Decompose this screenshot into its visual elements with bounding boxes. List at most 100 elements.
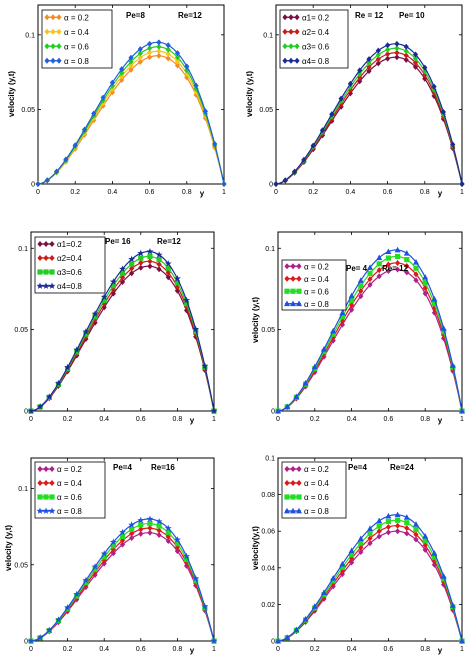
parameter-annotation: Re= 12 xyxy=(382,264,409,273)
data-point xyxy=(412,63,419,70)
data-point xyxy=(128,58,134,65)
data-point xyxy=(431,550,438,556)
data-point xyxy=(395,517,401,523)
data-point xyxy=(330,578,336,584)
data-point xyxy=(376,267,382,274)
data-point xyxy=(412,55,419,62)
data-point xyxy=(273,181,279,187)
data-point xyxy=(403,43,409,50)
data-point xyxy=(100,94,106,101)
x-tick-label: 0.2 xyxy=(70,189,80,196)
data-point xyxy=(339,560,346,567)
data-point xyxy=(137,54,143,61)
data-point xyxy=(91,310,99,317)
data-point xyxy=(347,83,353,90)
data-point xyxy=(385,267,391,274)
parameter-annotation: Pe=4 xyxy=(348,463,367,472)
data-point xyxy=(137,516,145,524)
data-point xyxy=(385,529,391,536)
data-point xyxy=(385,46,391,53)
legend-marker xyxy=(284,300,290,307)
data-point xyxy=(422,538,428,544)
data-point xyxy=(101,554,107,560)
data-point xyxy=(349,302,355,309)
data-point xyxy=(319,127,326,134)
data-point xyxy=(338,95,344,102)
data-point xyxy=(165,51,171,58)
legend-marker xyxy=(296,480,302,486)
data-point xyxy=(431,89,437,96)
x-tick-label: 1 xyxy=(212,646,216,653)
series-4 xyxy=(275,511,465,644)
data-point xyxy=(422,64,428,71)
x-axis-label: y xyxy=(190,646,195,655)
legend-marker xyxy=(37,494,43,500)
data-point xyxy=(404,257,410,263)
data-point xyxy=(404,525,410,532)
data-point xyxy=(413,521,419,527)
data-point xyxy=(422,75,428,82)
data-point xyxy=(137,50,143,57)
x-tick-label: 0 xyxy=(274,189,278,196)
legend-marker xyxy=(37,480,43,486)
legend-label: α = 0.8 xyxy=(64,57,89,66)
legend-label: α = 0.2 xyxy=(57,465,82,474)
data-point xyxy=(202,108,208,115)
data-point xyxy=(349,555,355,562)
legend-marker xyxy=(290,288,296,294)
data-point xyxy=(441,332,447,339)
data-point xyxy=(100,293,108,300)
legend-marker xyxy=(282,14,288,21)
data-point xyxy=(165,529,171,536)
legend-label: α = 0.6 xyxy=(64,42,89,51)
data-point xyxy=(91,110,97,117)
legend-marker xyxy=(284,480,290,486)
y-tick-label: 0.05 xyxy=(14,327,28,334)
data-point xyxy=(330,337,336,344)
legend-marker xyxy=(288,28,294,35)
data-point xyxy=(138,255,144,261)
x-tick-label: 0.4 xyxy=(346,189,356,196)
data-point xyxy=(82,576,90,584)
data-point xyxy=(165,46,171,53)
data-point xyxy=(449,602,456,608)
data-point xyxy=(367,270,373,276)
x-tick-label: 1 xyxy=(460,416,464,423)
data-point xyxy=(349,306,355,313)
legend-marker xyxy=(48,282,56,289)
data-point xyxy=(165,265,171,271)
legend-marker xyxy=(44,14,50,21)
legend-marker xyxy=(282,28,288,35)
data-point xyxy=(73,590,81,598)
legend-marker xyxy=(36,507,44,514)
data-point xyxy=(385,512,392,519)
data-point xyxy=(367,264,373,270)
legend-marker xyxy=(296,466,302,472)
data-point xyxy=(413,526,419,533)
data-point xyxy=(119,541,126,548)
data-point xyxy=(413,271,419,278)
legend-marker xyxy=(56,14,62,21)
data-point xyxy=(36,403,44,410)
data-point xyxy=(138,264,144,271)
x-tick-label: 0 xyxy=(276,416,280,423)
data-point xyxy=(293,626,300,633)
x-tick-label: 0.6 xyxy=(136,416,146,423)
legend-marker xyxy=(284,275,290,282)
legend: α1=0.2 α2=0.4 α3=0.6 α4=0.8 xyxy=(34,236,106,294)
parameter-annotation: Re=12 xyxy=(178,11,202,20)
legend-label: α2= 0.4 xyxy=(302,28,330,37)
data-point xyxy=(395,259,401,266)
data-point xyxy=(73,346,81,353)
data-point xyxy=(422,280,428,286)
legend-marker xyxy=(49,255,55,261)
legend-marker xyxy=(294,14,300,21)
data-point xyxy=(45,626,53,634)
y-tick-label: 0.02 xyxy=(261,602,275,609)
legend-marker xyxy=(296,275,302,282)
data-point xyxy=(129,534,135,541)
legend-label: α1= 0.2 xyxy=(302,13,330,22)
data-point xyxy=(44,177,50,184)
x-tick-label: 0.6 xyxy=(384,646,394,653)
data-point xyxy=(128,54,134,61)
